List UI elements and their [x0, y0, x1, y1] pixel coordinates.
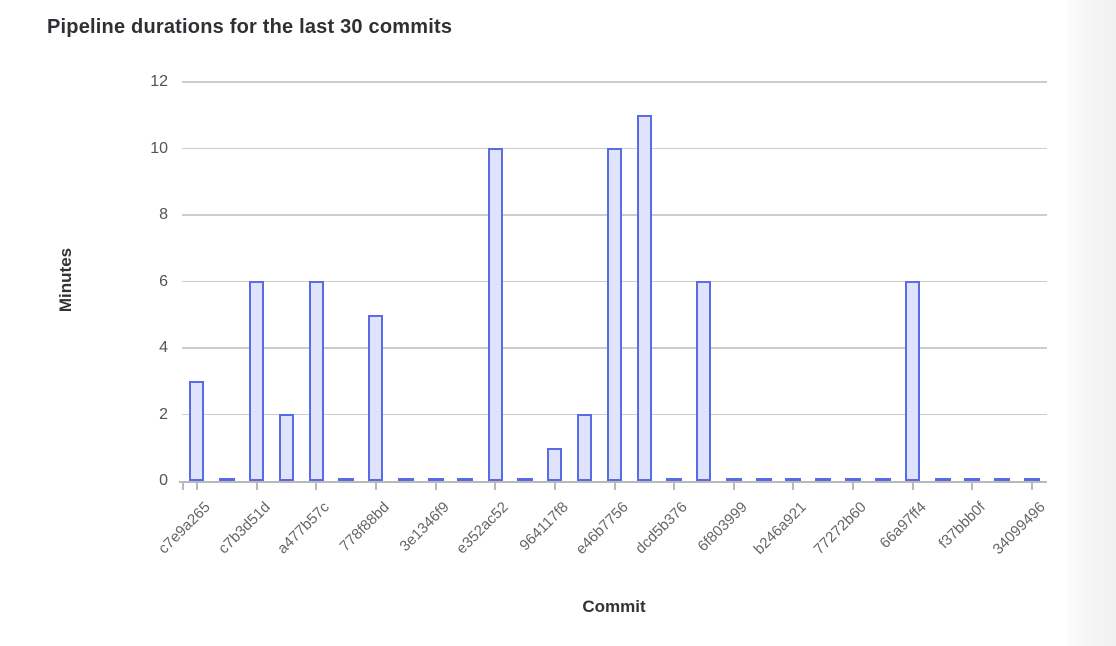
bar[interactable] [278, 414, 294, 481]
y-axis-tick-label: 8 [159, 206, 168, 223]
x-axis-tick [374, 482, 377, 490]
chart-title: Pipeline durations for the last 30 commi… [47, 16, 453, 38]
page-background-strip [1067, 0, 1116, 646]
x-axis-tick [553, 482, 556, 490]
bar[interactable] [368, 315, 384, 481]
x-axis-tick [792, 482, 795, 490]
x-axis-tick [315, 482, 318, 490]
bar[interactable] [249, 281, 265, 481]
bar-zero-duration[interactable] [994, 478, 1011, 481]
x-axis-tick [732, 482, 735, 490]
y-axis-tick-label: 2 [159, 405, 168, 423]
bar[interactable] [487, 148, 503, 481]
x-axis-tick [494, 482, 497, 490]
bar[interactable] [308, 281, 324, 481]
x-axis-tick [434, 482, 437, 490]
bar-zero-duration[interactable] [666, 478, 683, 481]
y-axis-tick-label: 0 [159, 472, 168, 489]
bar-zero-duration[interactable] [815, 478, 832, 481]
x-axis-tick [255, 482, 258, 490]
x-axis-tick [195, 482, 198, 490]
bar-zero-duration[interactable] [218, 478, 235, 481]
bar-zero-duration[interactable] [1024, 478, 1041, 481]
bar[interactable] [607, 148, 622, 481]
bar-zero-duration[interactable] [755, 478, 772, 481]
bar[interactable] [577, 414, 593, 481]
bar-zero-duration[interactable] [874, 478, 891, 481]
x-axis-tick [911, 482, 914, 490]
bar-zero-duration[interactable] [845, 478, 862, 481]
x-axis-line [179, 481, 1047, 483]
y-axis-tick-label: 4 [159, 339, 168, 356]
gridline [182, 81, 1047, 83]
bar[interactable] [547, 448, 563, 481]
y-axis-title: Minutes [56, 247, 75, 313]
bar[interactable] [636, 115, 652, 481]
y-axis-tick-label: 10 [150, 139, 168, 157]
bar-zero-duration[interactable] [427, 478, 444, 481]
x-axis-tick [1031, 482, 1034, 490]
bar-zero-duration[interactable] [964, 478, 981, 481]
x-axis-title: Commit [582, 597, 646, 616]
x-axis-tick [182, 482, 184, 490]
bar[interactable] [905, 281, 921, 481]
x-axis-tick [852, 482, 855, 490]
bar-zero-duration[interactable] [785, 478, 802, 481]
bar-zero-duration[interactable] [338, 478, 355, 481]
y-axis-tick-label: 6 [159, 272, 168, 290]
bar[interactable] [696, 281, 712, 481]
bar-zero-duration[interactable] [725, 478, 742, 481]
bar-zero-duration[interactable] [517, 478, 534, 481]
bar[interactable] [189, 381, 205, 481]
bar-zero-duration[interactable] [934, 478, 951, 481]
x-axis-tick [673, 482, 676, 490]
bar-zero-duration[interactable] [397, 478, 414, 481]
bar-zero-duration[interactable] [457, 478, 474, 481]
x-axis-tick [971, 482, 974, 490]
y-axis-tick-label: 12 [150, 73, 168, 90]
x-axis-tick [613, 482, 616, 490]
